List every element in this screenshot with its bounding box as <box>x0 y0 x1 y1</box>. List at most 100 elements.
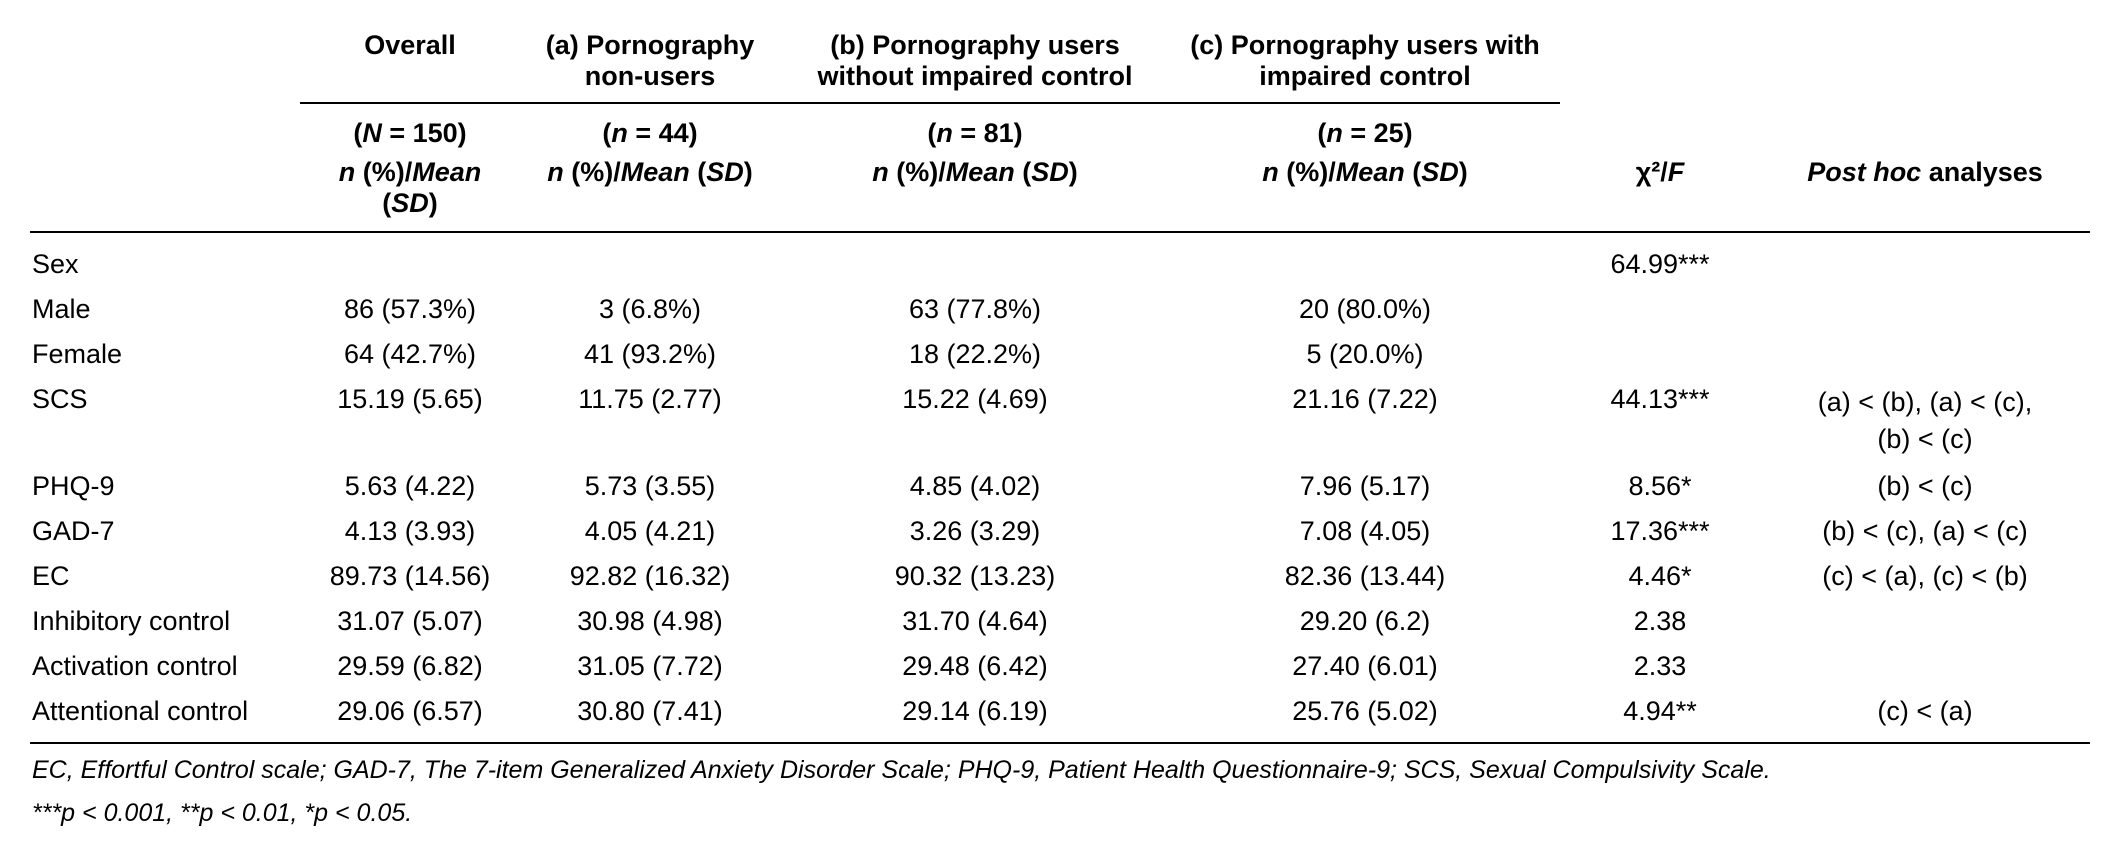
row-label: PHQ-9 <box>30 464 300 509</box>
cell-stat: 17.36*** <box>1560 509 1760 554</box>
cell: 86 (57.3%) <box>300 287 520 332</box>
header-stat-a: n (%)/Mean (SD) <box>520 155 780 232</box>
cell: 89.73 (14.56) <box>300 554 520 599</box>
header-stat-c: n (%)/Mean (SD) <box>1170 155 1560 232</box>
header-stat-b: n (%)/Mean (SD) <box>780 155 1170 232</box>
table-row: SCS 15.19 (5.65) 11.75 (2.77) 15.22 (4.6… <box>30 377 2090 464</box>
footnote-pvalues: ***p < 0.001, **p < 0.01, *p < 0.05. <box>30 787 2088 831</box>
cell: 92.82 (16.32) <box>520 554 780 599</box>
row-label: GAD-7 <box>30 509 300 554</box>
header-n-c: (n = 25) <box>1317 118 1412 148</box>
cell-post: (a) < (b), (a) < (c), (b) < (c) <box>1760 377 2090 464</box>
cell: 3 (6.8%) <box>520 287 780 332</box>
header-group-a: (a) Pornography non-users <box>520 24 780 102</box>
cell-post: (c) < (a) <box>1760 689 2090 742</box>
cell-stat <box>1560 287 1760 332</box>
table-row: PHQ-9 5.63 (4.22) 5.73 (3.55) 4.85 (4.02… <box>30 464 2090 509</box>
cell: 29.48 (6.42) <box>780 644 1170 689</box>
cell: 29.20 (6.2) <box>1170 599 1560 644</box>
cell-stat: 44.13*** <box>1560 377 1760 464</box>
cell-stat <box>1560 332 1760 377</box>
header-group-overall: Overall <box>300 24 520 102</box>
row-label: Activation control <box>30 644 300 689</box>
cell: 15.22 (4.69) <box>780 377 1170 464</box>
cell: 27.40 (6.01) <box>1170 644 1560 689</box>
header-group-c: (c) Pornography users with impaired cont… <box>1170 24 1560 102</box>
row-label: Sex <box>30 232 300 287</box>
cell-post <box>1760 232 2090 287</box>
cell: 15.19 (5.65) <box>300 377 520 464</box>
table-body: Sex 64.99*** Male 86 (57.3%) 3 (6.8%) 63… <box>30 232 2090 742</box>
row-label: Female <box>30 332 300 377</box>
results-table: Overall (a) Pornography non-users (b) Po… <box>30 24 2090 744</box>
header-n-b: (n = 81) <box>927 118 1022 148</box>
cell: 64 (42.7%) <box>300 332 520 377</box>
cell: 4.85 (4.02) <box>780 464 1170 509</box>
table-row: EC 89.73 (14.56) 92.82 (16.32) 90.32 (13… <box>30 554 2090 599</box>
cell: 5 (20.0%) <box>1170 332 1560 377</box>
table-row: Inhibitory control 31.07 (5.07) 30.98 (4… <box>30 599 2090 644</box>
cell-stat: 8.56* <box>1560 464 1760 509</box>
row-label: Male <box>30 287 300 332</box>
cell: 7.96 (5.17) <box>1170 464 1560 509</box>
cell <box>780 232 1170 287</box>
cell-stat: 4.94** <box>1560 689 1760 742</box>
cell: 90.32 (13.23) <box>780 554 1170 599</box>
cell: 4.05 (4.21) <box>520 509 780 554</box>
cell: 29.14 (6.19) <box>780 689 1170 742</box>
cell: 29.06 (6.57) <box>300 689 520 742</box>
cell: 30.98 (4.98) <box>520 599 780 644</box>
cell: 63 (77.8%) <box>780 287 1170 332</box>
header-group-b: (b) Pornography users without impaired c… <box>780 24 1170 102</box>
cell-post: (b) < (c) <box>1760 464 2090 509</box>
table-row: Sex 64.99*** <box>30 232 2090 287</box>
cell: 31.05 (7.72) <box>520 644 780 689</box>
cell-stat: 2.33 <box>1560 644 1760 689</box>
cell-post <box>1760 644 2090 689</box>
table-container: Overall (a) Pornography non-users (b) Po… <box>0 0 2118 851</box>
cell: 82.36 (13.44) <box>1170 554 1560 599</box>
table-header: Overall (a) Pornography non-users (b) Po… <box>30 24 2090 232</box>
header-n-a: (n = 44) <box>602 118 697 148</box>
cell-stat: 2.38 <box>1560 599 1760 644</box>
header-stat-overall: n (%)/Mean (SD) <box>300 155 520 232</box>
cell-post: (b) < (c), (a) < (c) <box>1760 509 2090 554</box>
header-blank-stat <box>1560 24 1760 102</box>
cell: 29.59 (6.82) <box>300 644 520 689</box>
row-label: Inhibitory control <box>30 599 300 644</box>
cell-post-line2: (b) < (c) <box>1877 424 1972 454</box>
cell: 3.26 (3.29) <box>780 509 1170 554</box>
cell: 21.16 (7.22) <box>1170 377 1560 464</box>
cell: 31.70 (4.64) <box>780 599 1170 644</box>
cell: 4.13 (3.93) <box>300 509 520 554</box>
cell-post <box>1760 287 2090 332</box>
cell: 25.76 (5.02) <box>1170 689 1560 742</box>
cell: 7.08 (4.05) <box>1170 509 1560 554</box>
cell: 11.75 (2.77) <box>520 377 780 464</box>
cell-stat: 64.99*** <box>1560 232 1760 287</box>
cell-post: (c) < (a), (c) < (b) <box>1760 554 2090 599</box>
cell: 5.63 (4.22) <box>300 464 520 509</box>
cell <box>520 232 780 287</box>
cell-post <box>1760 332 2090 377</box>
table-row: GAD-7 4.13 (3.93) 4.05 (4.21) 3.26 (3.29… <box>30 509 2090 554</box>
cell: 18 (22.2%) <box>780 332 1170 377</box>
header-blank-post <box>1760 24 2090 102</box>
cell: 31.07 (5.07) <box>300 599 520 644</box>
header-n-overall: (N = 150) <box>353 118 466 148</box>
table-row: Attentional control 29.06 (6.57) 30.80 (… <box>30 689 2090 742</box>
table-row: Female 64 (42.7%) 41 (93.2%) 18 (22.2%) … <box>30 332 2090 377</box>
cell-post <box>1760 599 2090 644</box>
row-label: EC <box>30 554 300 599</box>
row-label: SCS <box>30 377 300 464</box>
cell: 41 (93.2%) <box>520 332 780 377</box>
cell-post-line1: (a) < (b), (a) < (c), <box>1818 387 2033 417</box>
header-posthoc: Post hoc analyses <box>1760 155 2090 232</box>
table-row: Activation control 29.59 (6.82) 31.05 (7… <box>30 644 2090 689</box>
footnote-abbrev: EC, Effortful Control scale; GAD-7, The … <box>30 744 2088 788</box>
cell <box>300 232 520 287</box>
header-chi2f: χ²/F <box>1560 155 1760 232</box>
cell: 30.80 (7.41) <box>520 689 780 742</box>
row-label: Attentional control <box>30 689 300 742</box>
table-row: Male 86 (57.3%) 3 (6.8%) 63 (77.8%) 20 (… <box>30 287 2090 332</box>
